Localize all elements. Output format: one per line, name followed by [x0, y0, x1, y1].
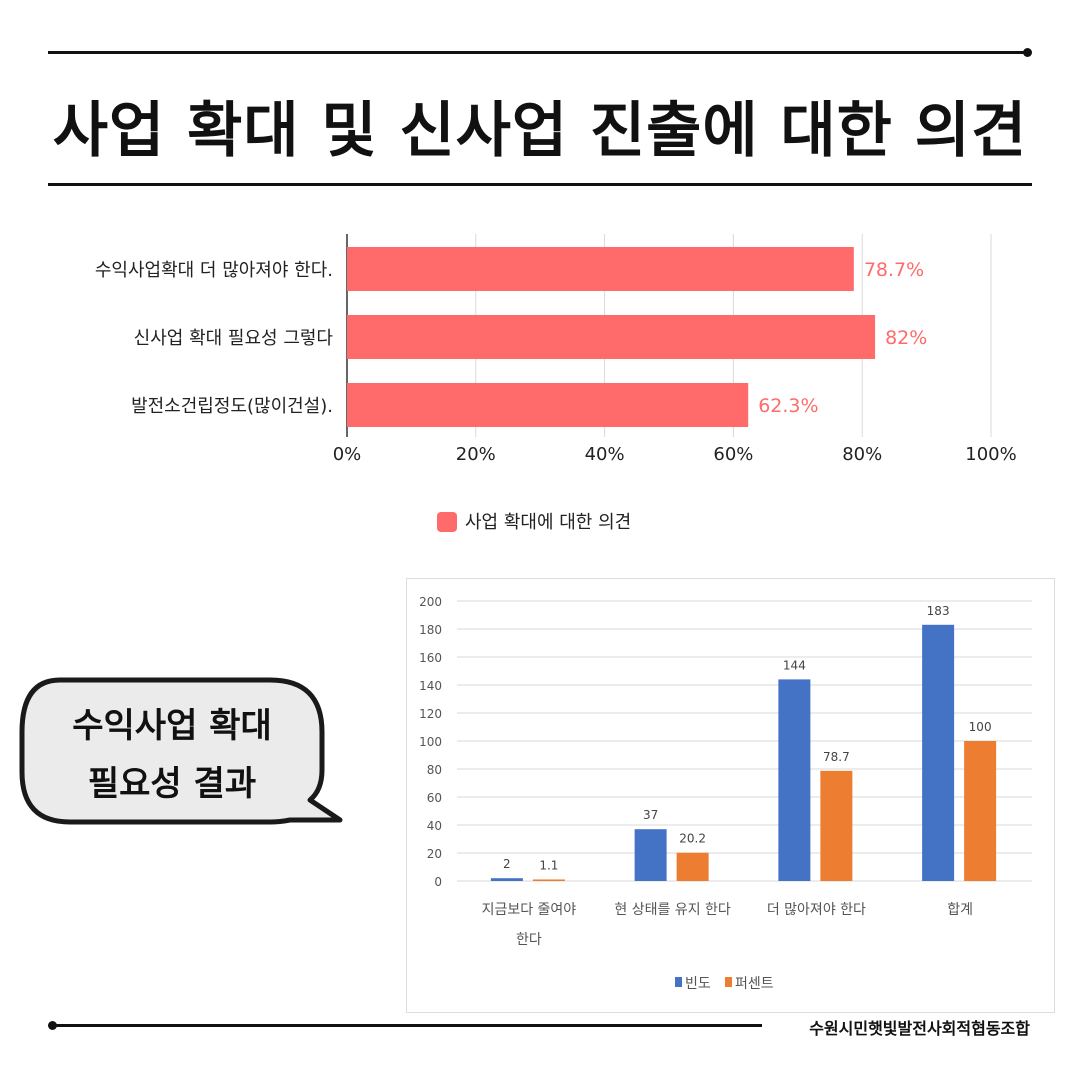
data-label: 82% [885, 327, 927, 349]
legend-swatch [725, 977, 732, 987]
bar-frequency [634, 829, 667, 881]
y-tick-label: 200 [419, 595, 442, 609]
y-tick-label: 160 [419, 651, 442, 665]
data-label: 100 [969, 720, 992, 734]
bar-percent [676, 852, 709, 881]
y-tick-label: 80 [427, 763, 442, 777]
data-label: 78.7% [864, 259, 924, 281]
y-tick-label: 20 [427, 847, 442, 861]
category-label: 수익사업확대 더 많아져야 한다. [95, 260, 333, 281]
y-tick-label: 40 [427, 819, 442, 833]
category-label: 신사업 확대 필요성 그렇다 [134, 328, 334, 349]
bar [347, 383, 749, 427]
bubble-line-1: 수익사업 확대 [72, 706, 272, 746]
data-label: 20.2 [679, 832, 706, 846]
x-tick-label: 60% [713, 444, 753, 465]
bubble-line-2: 필요성 결과 [87, 764, 257, 804]
category-label: 한다 [516, 932, 542, 948]
category-label: 현 상태를 유지 한다 [614, 902, 731, 918]
legend-label: 사업 확대에 대한 의견 [465, 512, 631, 533]
legend-label: 빈도 [685, 976, 711, 992]
category-label: 합계 [947, 902, 973, 918]
legend-swatch [675, 977, 682, 987]
footer-rule [52, 1024, 762, 1027]
bar [347, 247, 854, 291]
data-label: 62.3% [758, 395, 818, 417]
category-label: 지금보다 줄여야 [482, 902, 577, 918]
x-tick-label: 80% [842, 444, 882, 465]
frequency-bar-chart: 0 20 40 60 80 100 120 140 160 180 200 2 1.1 지금보다 줄여야한… [419, 595, 1032, 992]
page-title: 사업 확대 및 신사업 진출에 대한 의견 [52, 96, 1028, 166]
speech-bubble: 수익사업 확대 필요성 결과 [0, 660, 360, 844]
data-label: 183 [927, 604, 950, 618]
y-tick-label: 100 [419, 735, 442, 749]
legend-label: 퍼센트 [735, 976, 774, 992]
data-label: 1.1 [539, 858, 558, 872]
data-label: 37 [643, 808, 658, 822]
bar-percent [820, 770, 853, 881]
category-label: 더 많아져야 한다 [767, 902, 866, 918]
data-label: 144 [783, 658, 806, 672]
title-underline [48, 183, 1032, 186]
y-tick-label: 140 [419, 679, 442, 693]
bar [347, 315, 876, 359]
y-tick-label: 120 [419, 707, 442, 721]
legend-swatch [437, 512, 457, 532]
top-rule-dot [1023, 48, 1032, 57]
category-label: 발전소건립정도(많이건설). [131, 396, 333, 417]
x-tick-label: 0% [333, 444, 362, 465]
top-rule [48, 51, 1028, 54]
x-tick-label: 40% [585, 444, 625, 465]
bar-percent [532, 879, 565, 881]
speech-bubble-shape [19, 677, 343, 825]
y-tick-label: 180 [419, 623, 442, 637]
x-tick-label: 20% [456, 444, 496, 465]
y-tick-label: 60 [427, 791, 442, 805]
bar-frequency [490, 878, 523, 881]
bar-percent [964, 741, 997, 881]
data-label: 78.7 [823, 750, 850, 764]
y-tick-label: 0 [434, 875, 442, 889]
opinion-bar-chart: 0% 20% 40% 60% 80% 100% 78.7% 수익사업확대 더 많아져야 한다.… [95, 234, 1017, 533]
bar-frequency [922, 624, 955, 881]
bar-frequency [778, 679, 811, 881]
organization-name: 수원시민햇빛발전사회적협동조합 [809, 1019, 1030, 1038]
data-label: 2 [503, 857, 511, 871]
x-tick-label: 100% [965, 444, 1016, 465]
